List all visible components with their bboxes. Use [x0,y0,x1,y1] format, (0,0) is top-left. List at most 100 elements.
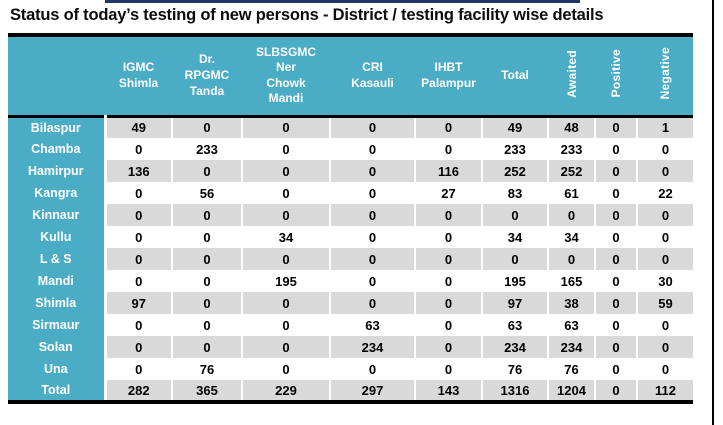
value-cell: 0 [637,358,693,380]
table-row: Hamirpur 136 0 0 0 116 252 252 0 0 [8,160,693,182]
value-cell: 49 [482,116,549,138]
value-cell: 0 [242,116,331,138]
value-cell: 0 [242,182,331,204]
value-cell: 1316 [482,380,549,402]
value-cell: 38 [548,292,596,314]
value-cell: 0 [637,160,693,182]
column-header-facility: Dr. RPGMC Tanda [172,35,242,116]
column-header-facility: SLBSGMC Ner Chowk Mandi [242,35,330,116]
value-cell: 27 [415,182,483,204]
value-cell: 0 [330,160,416,182]
value-cell: 0 [172,292,243,314]
value-cell: 0 [172,226,243,248]
column-header-facility: IGMC Shimla [105,35,172,116]
value-cell: 0 [415,358,483,380]
value-cell: 0 [105,204,173,226]
value-cell: 0 [330,358,416,380]
value-cell: 48 [548,116,596,138]
value-cell: 0 [242,248,331,270]
column-header-rotated: Negative [637,35,693,116]
value-cell: 165 [548,270,596,292]
value-cell: 0 [595,292,638,314]
value-cell: 0 [415,336,483,358]
value-cell: 0 [172,204,243,226]
value-cell: 116 [415,160,483,182]
value-cell: 0 [637,248,693,270]
value-cell: 34 [242,226,331,248]
district-label-cell: Hamirpur [8,160,107,182]
value-cell: 1 [637,116,693,138]
district-label-cell: Kangra [8,182,107,204]
value-cell: 0 [105,248,173,270]
value-cell: 0 [415,204,483,226]
value-cell: 0 [415,248,483,270]
value-cell: 0 [482,248,549,270]
right-edge-line [712,0,714,425]
table-row: Kangra 0 56 0 0 27 83 61 0 22 [8,182,693,204]
value-cell: 0 [242,138,331,160]
value-cell: 0 [242,160,331,182]
value-cell: 233 [548,138,596,160]
value-cell: 34 [482,226,549,248]
value-cell: 0 [595,358,638,380]
value-cell: 0 [415,292,483,314]
value-cell: 0 [595,380,638,402]
table-row: Kullu 0 0 34 0 0 34 34 0 0 [8,226,693,248]
table-row: Mandi 0 0 195 0 0 195 165 0 30 [8,270,693,292]
district-label-cell: Total [8,380,107,402]
value-cell: 0 [637,204,693,226]
table-header-row: IGMC Shimla Dr. RPGMC Tanda SLBSGMC Ner Ch… [8,35,693,116]
value-cell: 76 [482,358,549,380]
value-cell: 0 [415,314,483,336]
value-cell: 0 [172,248,243,270]
value-cell: 63 [482,314,549,336]
value-cell: 0 [637,314,693,336]
value-cell: 0 [637,138,693,160]
district-label-cell: Solan [8,336,107,358]
value-cell: 0 [242,336,331,358]
value-cell: 56 [172,182,243,204]
value-cell: 252 [482,160,549,182]
district-label-cell: Mandi [8,270,107,292]
value-cell: 112 [637,380,693,402]
column-header-label: Positive [609,49,623,98]
value-cell: 0 [595,270,638,292]
value-cell: 97 [482,292,549,314]
district-label-cell: Chamba [8,138,107,160]
value-cell: 233 [172,138,243,160]
table-row: Total 282 365 229 297 143 1316 1204 0 112 [8,380,693,402]
value-cell: 22 [637,182,693,204]
value-cell: 0 [242,292,331,314]
value-cell: 136 [105,160,173,182]
page-title: Status of today’s testing of new persons… [10,6,604,24]
value-cell: 0 [172,116,243,138]
table-row: Sirmaur 0 0 0 63 0 63 63 0 0 [8,314,693,336]
value-cell: 0 [105,226,173,248]
value-cell: 63 [548,314,596,336]
value-cell: 76 [172,358,243,380]
value-cell: 97 [105,292,173,314]
value-cell: 0 [637,336,693,358]
value-cell: 0 [595,248,638,270]
value-cell: 0 [172,160,243,182]
value-cell: 143 [415,380,483,402]
value-cell: 297 [330,380,416,402]
value-cell: 0 [330,248,416,270]
value-cell: 0 [637,226,693,248]
value-cell: 252 [548,160,596,182]
value-cell: 0 [548,248,596,270]
value-cell: 0 [595,182,638,204]
value-cell: 0 [105,270,173,292]
value-cell: 0 [330,138,416,160]
column-header-label: Negative [658,47,672,100]
column-header-facility: Total [482,35,548,116]
district-label-cell: Bilaspur [8,116,107,138]
column-header-label: Awaited [564,49,579,98]
value-cell: 59 [637,292,693,314]
value-cell: 0 [242,314,331,336]
value-cell: 0 [242,358,331,380]
value-cell: 234 [330,336,416,358]
value-cell: 195 [242,270,331,292]
value-cell: 0 [172,336,243,358]
